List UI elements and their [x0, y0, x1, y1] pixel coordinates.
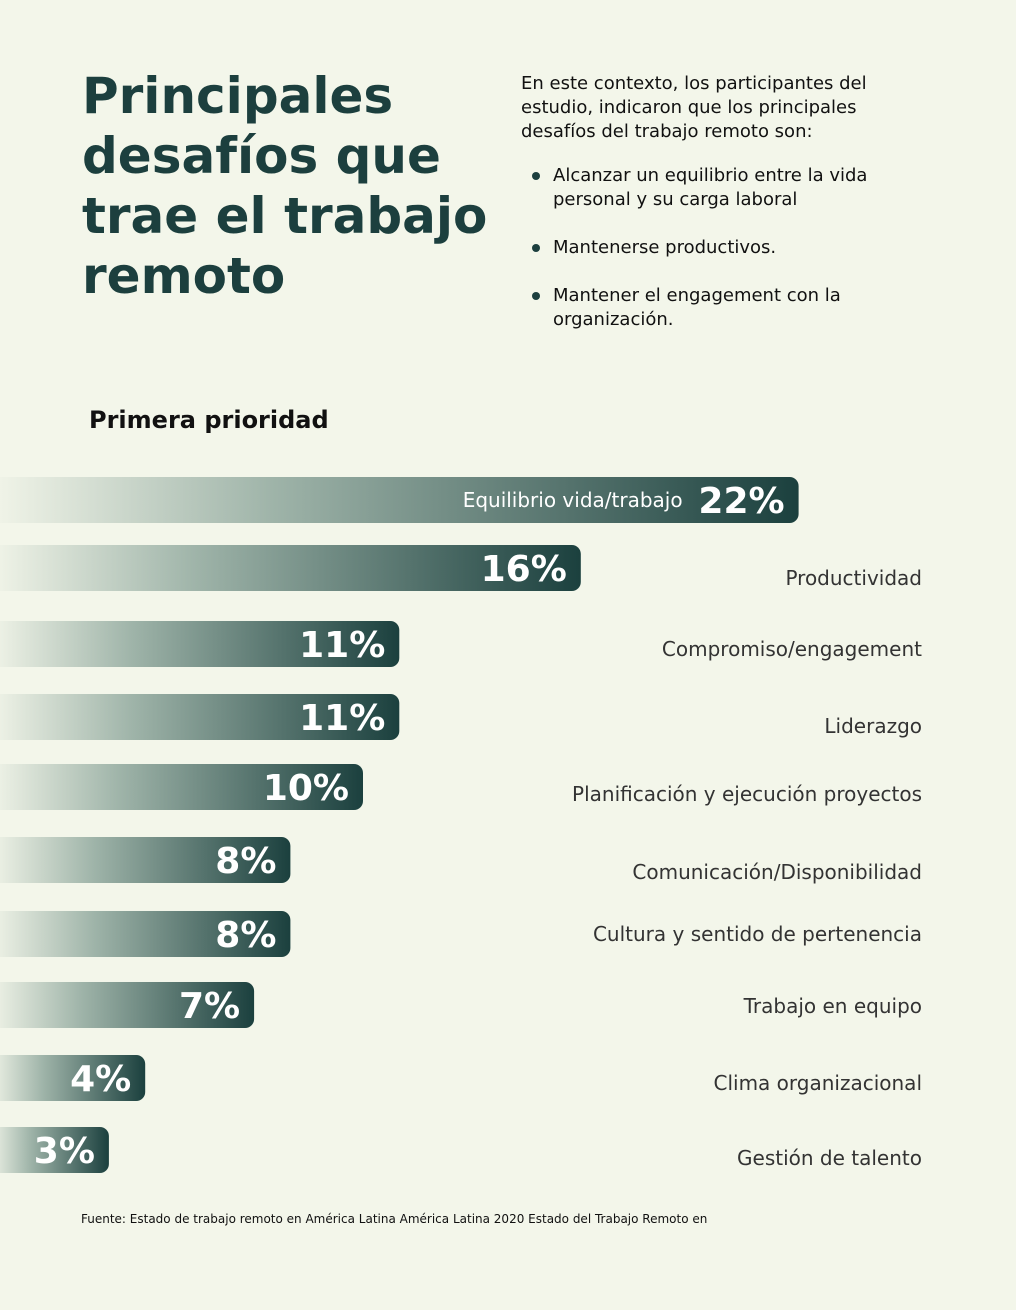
category-label: Gestión de talento [737, 1146, 922, 1170]
bullet-icon [532, 292, 540, 300]
list-item: Mantener el engagement con la organizaci… [530, 284, 910, 332]
list-item-text: Alcanzar un equilibrio entre la vida per… [553, 165, 868, 210]
category-label: Comunicación/Disponibilidad [632, 860, 922, 884]
bar-value-label: 16% [481, 549, 567, 590]
challenge-list: Alcanzar un equilibrio entre la vida per… [530, 164, 910, 356]
bar-value-label: 11% [299, 625, 385, 666]
list-item: Mantenerse productivos. [530, 236, 910, 260]
category-label: Equilibrio vida/trabajo [463, 488, 683, 512]
bar [0, 764, 363, 810]
category-label: Planificación y ejecución proyectos [572, 782, 922, 806]
bullet-icon [532, 244, 540, 252]
bullet-icon [532, 172, 540, 180]
bar [0, 477, 799, 523]
bar [0, 621, 400, 667]
bar-value-label: 22% [698, 481, 784, 522]
source-note: Fuente: Estado de trabajo remoto en Amér… [81, 1212, 708, 1226]
intro-text: En este contexto, los participantes del … [521, 73, 867, 142]
bar-value-label: 3% [34, 1131, 95, 1172]
category-label: Productividad [785, 566, 922, 590]
chart-title: Primera prioridad [89, 406, 329, 434]
bar [0, 837, 291, 883]
bar-value-label: 7% [179, 986, 240, 1027]
bar [0, 1055, 146, 1101]
bar-value-label: 4% [70, 1059, 131, 1100]
page-title: Principales desafíos que trae el trabajo… [82, 67, 488, 305]
category-label: Trabajo en equipo [743, 994, 922, 1018]
bar [0, 911, 291, 957]
bar [0, 1127, 109, 1173]
bar-value-label: 11% [299, 698, 385, 739]
bar [0, 545, 581, 591]
bar [0, 982, 255, 1028]
category-label: Clima organizacional [714, 1071, 923, 1095]
list-item: Alcanzar un equilibrio entre la vida per… [530, 164, 910, 212]
bar-value-label: 8% [215, 915, 276, 956]
list-item-text: Mantener el engagement con la organizaci… [553, 285, 841, 330]
bar-value-label: 10% [263, 768, 349, 809]
category-label: Compromiso/engagement [662, 637, 922, 661]
bar [0, 694, 400, 740]
category-label: Liderazgo [824, 714, 922, 738]
bar-value-label: 8% [215, 841, 276, 882]
list-item-text: Mantenerse productivos. [553, 237, 777, 258]
category-label: Cultura y sentido de pertenencia [593, 922, 922, 946]
